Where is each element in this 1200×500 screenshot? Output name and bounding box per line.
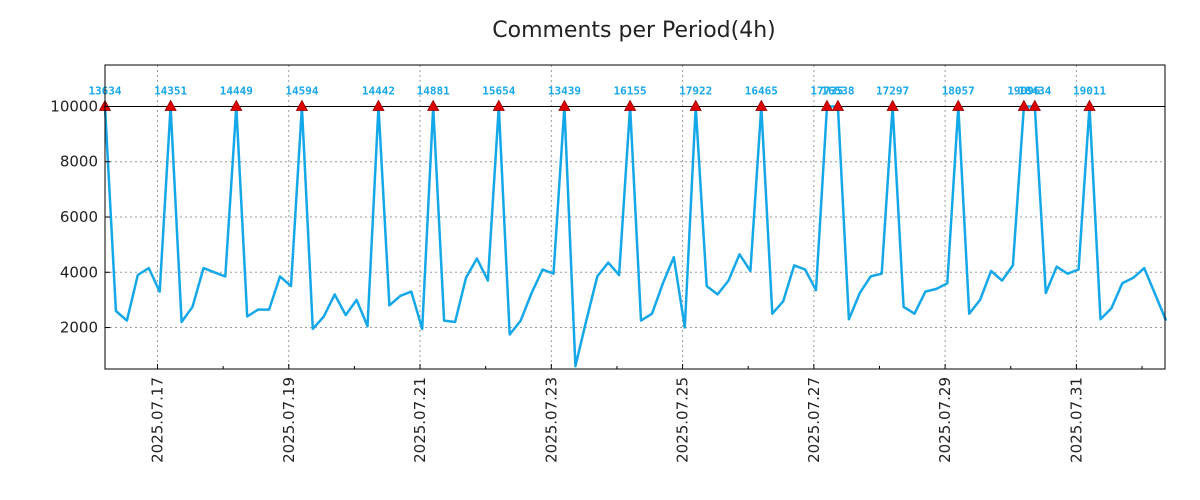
- peak-marker: [952, 99, 965, 111]
- peak-marker: [426, 99, 440, 111]
- peak-marker: [831, 99, 845, 111]
- x-tick-label: 2025.07.23: [542, 377, 560, 463]
- peak-marker: [623, 99, 637, 111]
- peak-markers: [98, 99, 1096, 111]
- x-axis: 2025.07.17 2025.07.19 2025.07.21 2025.07.23…: [149, 364, 1143, 463]
- peak-marker: [492, 99, 505, 111]
- peak-marker: [1028, 99, 1042, 111]
- y-tick-label: 6000: [60, 208, 98, 226]
- peak-label: 17922: [679, 84, 712, 97]
- peak-label: 14442: [362, 84, 395, 97]
- peak-marker: [164, 99, 177, 111]
- peak-label: 16538: [821, 84, 854, 97]
- peak-label: 18057: [942, 84, 975, 97]
- peak-label: 14351: [154, 84, 187, 97]
- y-axis: 2000 4000 6000 8000 10000: [50, 97, 110, 337]
- peak-marker: [1083, 99, 1096, 111]
- peak-marker: [1017, 99, 1031, 111]
- x-tick-label: 2025.07.27: [805, 377, 823, 463]
- peak-marker: [689, 99, 702, 111]
- peak-marker: [230, 99, 243, 111]
- peak-marker: [295, 99, 309, 111]
- y-tick-label: 10000: [50, 97, 98, 115]
- peak-labels: 13634 14351 14449 14594 14442 14881 15654 13439…: [88, 84, 1106, 97]
- x-tick-label: 2025.07.19: [280, 377, 298, 463]
- peak-marker: [886, 99, 899, 111]
- x-tick-label: 2025.07.21: [411, 377, 429, 463]
- peak-label: 19011: [1073, 84, 1106, 97]
- x-tick-label: 2025.07.25: [674, 377, 692, 463]
- peak-label: 17735: [810, 84, 843, 97]
- peak-marker: [372, 99, 385, 111]
- peak-label: 17297: [876, 84, 909, 97]
- series-polyline: [103, 105, 1168, 368]
- peak-label: 18434: [1018, 84, 1051, 97]
- peak-marker: [820, 99, 834, 111]
- peak-label: 19096: [1007, 84, 1040, 97]
- peak-marker: [755, 99, 768, 111]
- x-tick-label: 2025.07.17: [149, 377, 167, 463]
- series-line: [103, 105, 1168, 368]
- x-tick-label: 2025.07.31: [1067, 377, 1085, 463]
- y-tick-label: 8000: [60, 153, 98, 171]
- peak-marker: [558, 99, 571, 111]
- y-tick-label: 4000: [60, 263, 98, 281]
- peak-label: 16465: [745, 84, 778, 97]
- peak-label: 14881: [417, 84, 450, 97]
- peak-label: 14449: [220, 84, 253, 97]
- x-tick-label: 2025.07.29: [936, 377, 954, 463]
- peak-label: 16155: [614, 84, 647, 97]
- chart-title: Comments per Period(4h): [492, 18, 776, 43]
- peak-label: 13439: [548, 84, 581, 97]
- peak-label: 15654: [482, 84, 515, 97]
- y-tick-label: 2000: [60, 319, 98, 337]
- peak-label: 14594: [285, 84, 318, 97]
